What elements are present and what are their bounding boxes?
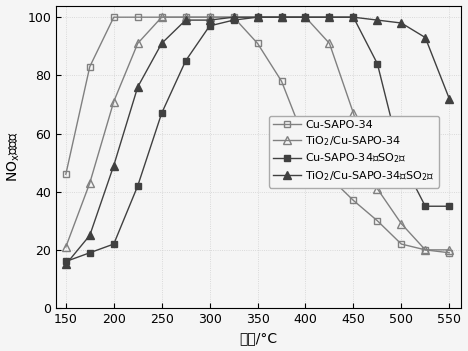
Y-axis label: $\mathrm{NO_x}$转化率: $\mathrm{NO_x}$转化率 xyxy=(6,131,22,182)
Cu-SAPO-34 xyxy=(135,15,140,19)
TiO$_2$/Cu-SAPO-34 xyxy=(231,15,236,19)
Cu-SAPO-34（SO$_2$） xyxy=(207,24,212,28)
TiO$_2$/Cu-SAPO-34（SO$_2$） xyxy=(159,41,164,46)
TiO$_2$/Cu-SAPO-34 xyxy=(111,99,117,104)
TiO$_2$/Cu-SAPO-34 xyxy=(183,15,189,19)
Cu-SAPO-34（SO$_2$） xyxy=(63,259,69,264)
TiO$_2$/Cu-SAPO-34 xyxy=(279,15,285,19)
Cu-SAPO-34 xyxy=(231,15,236,19)
Cu-SAPO-34（SO$_2$） xyxy=(374,62,380,66)
Cu-SAPO-34 xyxy=(327,175,332,179)
Cu-SAPO-34 xyxy=(303,140,308,144)
Line: TiO$_2$/Cu-SAPO-34: TiO$_2$/Cu-SAPO-34 xyxy=(62,13,453,254)
Cu-SAPO-34（SO$_2$） xyxy=(327,15,332,19)
Cu-SAPO-34 xyxy=(399,242,404,246)
TiO$_2$/Cu-SAPO-34 xyxy=(255,15,260,19)
Cu-SAPO-34（SO$_2$） xyxy=(87,251,93,255)
Legend: Cu-SAPO-34, TiO$_2$/Cu-SAPO-34, Cu-SAPO-34（SO$_2$）, TiO$_2$/Cu-SAPO-34（SO$_2$）: Cu-SAPO-34, TiO$_2$/Cu-SAPO-34, Cu-SAPO-… xyxy=(269,115,439,187)
Cu-SAPO-34（SO$_2$） xyxy=(111,242,117,246)
Cu-SAPO-34（SO$_2$） xyxy=(423,204,428,208)
TiO$_2$/Cu-SAPO-34 xyxy=(207,15,212,19)
TiO$_2$/Cu-SAPO-34 xyxy=(135,41,140,46)
TiO$_2$/Cu-SAPO-34（SO$_2$） xyxy=(255,15,260,19)
TiO$_2$/Cu-SAPO-34（SO$_2$） xyxy=(87,233,93,237)
TiO$_2$/Cu-SAPO-34 xyxy=(327,41,332,46)
TiO$_2$/Cu-SAPO-34 xyxy=(351,111,356,115)
Cu-SAPO-34（SO$_2$） xyxy=(231,18,236,22)
TiO$_2$/Cu-SAPO-34（SO$_2$） xyxy=(351,15,356,19)
Cu-SAPO-34（SO$_2$） xyxy=(255,15,260,19)
Cu-SAPO-34（SO$_2$） xyxy=(159,111,164,115)
Cu-SAPO-34（SO$_2$） xyxy=(446,204,452,208)
TiO$_2$/Cu-SAPO-34（SO$_2$） xyxy=(423,35,428,40)
TiO$_2$/Cu-SAPO-34 xyxy=(399,221,404,226)
TiO$_2$/Cu-SAPO-34（SO$_2$） xyxy=(399,21,404,25)
Line: Cu-SAPO-34: Cu-SAPO-34 xyxy=(62,14,453,256)
TiO$_2$/Cu-SAPO-34 xyxy=(303,15,308,19)
TiO$_2$/Cu-SAPO-34（SO$_2$） xyxy=(279,15,285,19)
Cu-SAPO-34 xyxy=(351,198,356,203)
TiO$_2$/Cu-SAPO-34（SO$_2$） xyxy=(183,18,189,22)
Cu-SAPO-34（SO$_2$） xyxy=(303,15,308,19)
TiO$_2$/Cu-SAPO-34 xyxy=(159,15,164,19)
TiO$_2$/Cu-SAPO-34（SO$_2$） xyxy=(63,262,69,266)
TiO$_2$/Cu-SAPO-34（SO$_2$） xyxy=(327,15,332,19)
TiO$_2$/Cu-SAPO-34（SO$_2$） xyxy=(135,85,140,89)
Cu-SAPO-34 xyxy=(87,65,93,69)
Cu-SAPO-34 xyxy=(207,15,212,19)
TiO$_2$/Cu-SAPO-34 xyxy=(446,248,452,252)
TiO$_2$/Cu-SAPO-34 xyxy=(63,245,69,249)
TiO$_2$/Cu-SAPO-34（SO$_2$） xyxy=(374,18,380,22)
TiO$_2$/Cu-SAPO-34（SO$_2$） xyxy=(446,97,452,101)
X-axis label: 温度/°C: 温度/°C xyxy=(240,331,278,345)
Cu-SAPO-34 xyxy=(374,219,380,223)
Cu-SAPO-34 xyxy=(423,248,428,252)
Line: TiO$_2$/Cu-SAPO-34（SO$_2$）: TiO$_2$/Cu-SAPO-34（SO$_2$） xyxy=(62,13,453,269)
Cu-SAPO-34 xyxy=(446,251,452,255)
Cu-SAPO-34（SO$_2$） xyxy=(399,158,404,162)
TiO$_2$/Cu-SAPO-34（SO$_2$） xyxy=(303,15,308,19)
Cu-SAPO-34 xyxy=(183,15,189,19)
Cu-SAPO-34（SO$_2$） xyxy=(183,59,189,63)
Cu-SAPO-34 xyxy=(159,15,164,19)
Cu-SAPO-34（SO$_2$） xyxy=(135,184,140,188)
TiO$_2$/Cu-SAPO-34（SO$_2$） xyxy=(207,18,212,22)
TiO$_2$/Cu-SAPO-34 xyxy=(423,248,428,252)
Cu-SAPO-34（SO$_2$） xyxy=(279,15,285,19)
Cu-SAPO-34 xyxy=(63,172,69,176)
TiO$_2$/Cu-SAPO-34 xyxy=(87,181,93,185)
Cu-SAPO-34 xyxy=(111,15,117,19)
TiO$_2$/Cu-SAPO-34（SO$_2$） xyxy=(231,15,236,19)
TiO$_2$/Cu-SAPO-34 xyxy=(374,187,380,191)
Cu-SAPO-34 xyxy=(255,41,260,46)
Cu-SAPO-34（SO$_2$） xyxy=(351,15,356,19)
TiO$_2$/Cu-SAPO-34（SO$_2$） xyxy=(111,164,117,168)
Line: Cu-SAPO-34（SO$_2$）: Cu-SAPO-34（SO$_2$） xyxy=(62,14,453,265)
Cu-SAPO-34 xyxy=(279,79,285,83)
